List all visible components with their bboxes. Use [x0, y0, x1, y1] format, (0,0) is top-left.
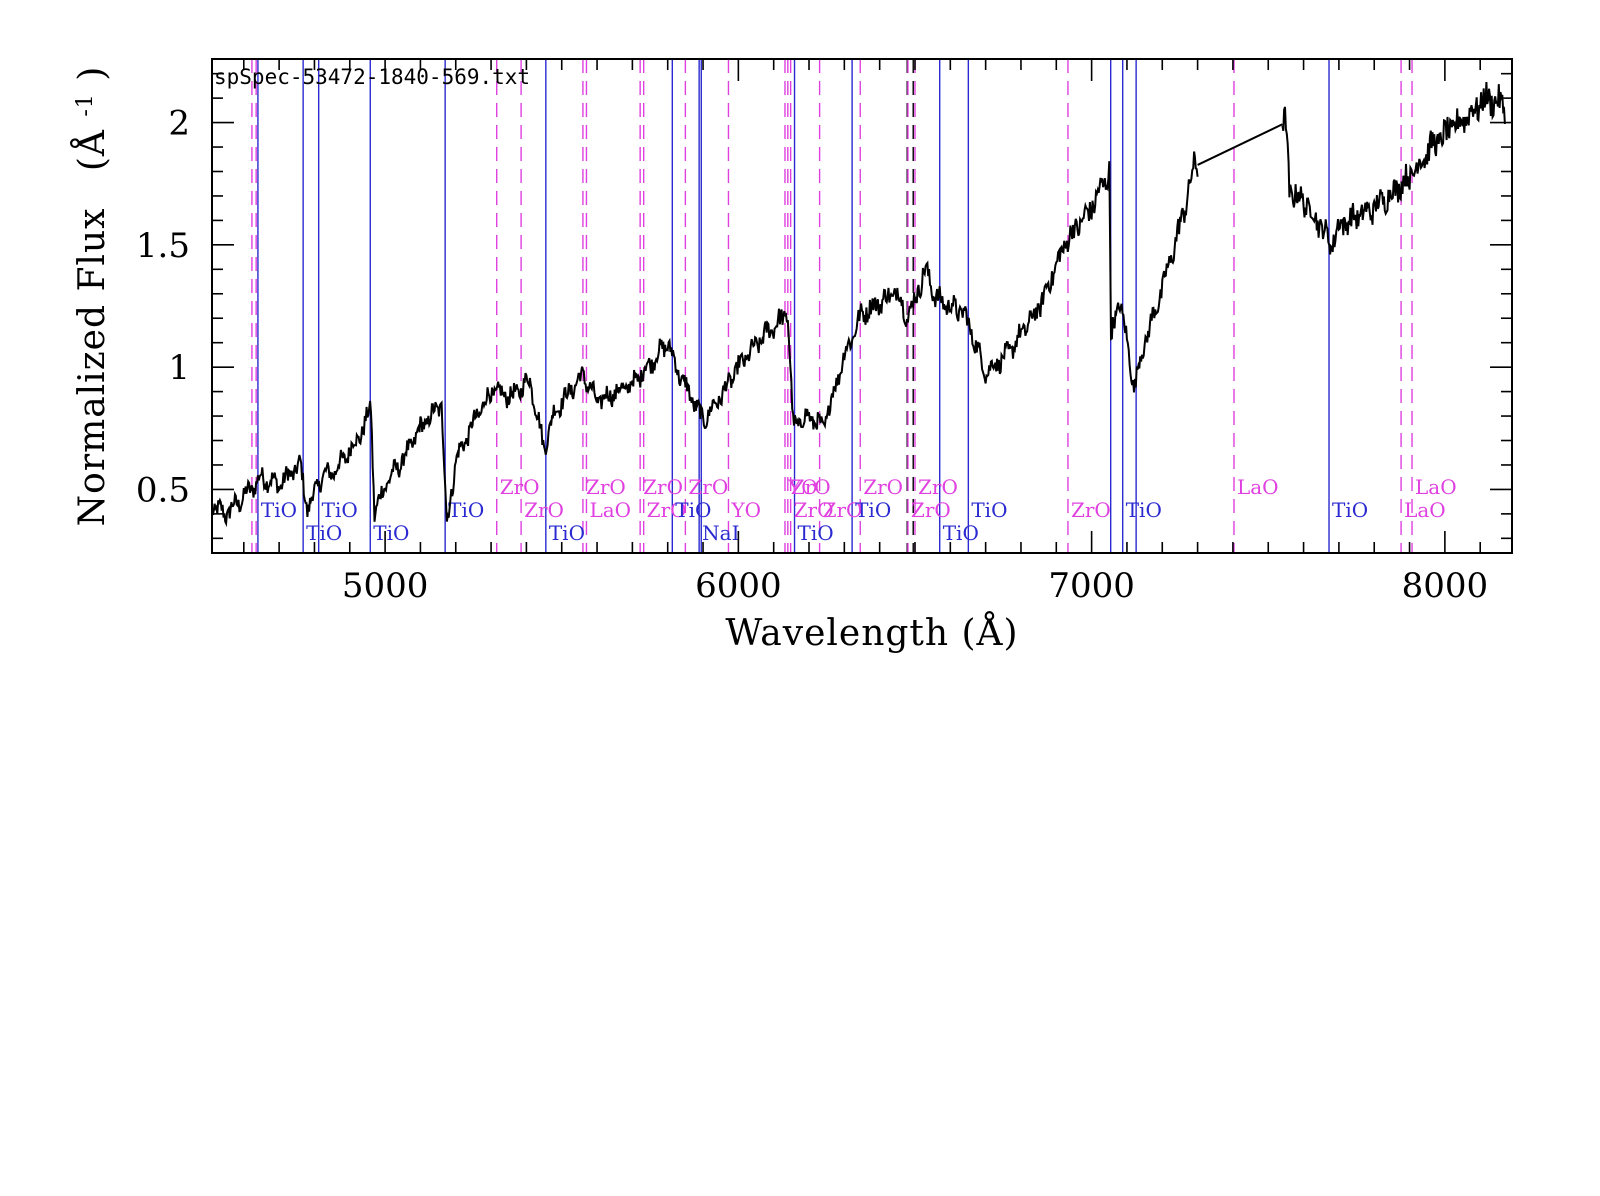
x-axis-title: Wavelength (Å)	[725, 612, 1018, 654]
marker-label-9: TiO	[549, 521, 585, 545]
marker-label-7: ZrO	[500, 475, 540, 499]
marker-label-39: LaO	[1415, 475, 1457, 499]
spectrum-line	[211, 82, 1506, 528]
marker-label-30: ZrO	[911, 498, 951, 522]
plot-frame	[211, 58, 1513, 554]
marker-label-10: ZrO	[586, 475, 626, 499]
marker-label-5: TiO	[373, 521, 409, 545]
marker-label-8: ZrO	[524, 498, 564, 522]
x-tick-label-6000: 6000	[695, 566, 782, 606]
y-axis-title-unit: (Å	[71, 129, 113, 171]
marker-label-19: YO	[787, 475, 818, 499]
marker-label-15: ZrO	[688, 475, 728, 499]
marker-label-20: ZrO	[791, 475, 831, 499]
marker-label-6: TiO	[448, 498, 484, 522]
marker-label-36: LaO	[1237, 475, 1279, 499]
marker-label-28: TiO	[943, 521, 979, 545]
x-tick-label-7000: 7000	[1048, 566, 1135, 606]
marker-label-29: ZrO	[918, 475, 958, 499]
y-axis-title-main: Normalized Flux	[72, 208, 113, 527]
marker-label-13: ZrO	[647, 498, 687, 522]
y-tick-label-2: 2	[168, 104, 190, 144]
y-tick-labels: 0.5 1 1.5 2	[136, 104, 190, 511]
marker-label-2: TiO	[261, 498, 297, 522]
y-axis-title-close: )	[72, 66, 113, 81]
line-marker-labels: TiOTiOTiOTiOTiOZrOZrOTiOZrOLaOZrOZrOTiOZ…	[261, 475, 1457, 545]
y-axis-title: Normalized Flux (Å -1 )	[60, 66, 113, 527]
spectrum-gap-line	[1197, 123, 1283, 166]
y-tick-label-0.5: 0.5	[136, 470, 190, 510]
marker-label-38: LaO	[1404, 498, 1446, 522]
y-tick-label-1.5: 1.5	[136, 226, 190, 266]
marker-label-18: YO	[730, 498, 761, 522]
y-axis-title-exponent: -1	[73, 93, 98, 116]
x-tick-label-5000: 5000	[342, 566, 429, 606]
marker-label-25: ZrO	[863, 475, 903, 499]
axis-ticks	[212, 59, 1512, 553]
marker-label-24: TiO	[855, 498, 891, 522]
marker-label-14: TiO	[675, 498, 711, 522]
marker-label-11: LaO	[589, 498, 631, 522]
x-tick-label-8000: 8000	[1402, 566, 1489, 606]
marker-label-37: TiO	[1332, 498, 1368, 522]
marker-label-3: TiO	[306, 521, 342, 545]
marker-label-12: ZrO	[643, 475, 683, 499]
marker-label-21: ZrO	[794, 498, 834, 522]
marker-label-22: TiO	[798, 521, 834, 545]
y-tick-label-1: 1	[168, 348, 190, 388]
marker-label-23: ZrO	[823, 498, 863, 522]
marker-label-16: NaI	[702, 521, 739, 545]
x-tick-labels: 5000 6000 7000 8000	[342, 566, 1488, 606]
marker-label-31: TiO	[971, 498, 1007, 522]
marker-label-4: TiO	[322, 498, 358, 522]
chart-title: spSpec-53472-1840-569.txt	[214, 65, 530, 89]
marker-label-32: ZrO	[1071, 498, 1111, 522]
marker-label-34: TiO	[1126, 498, 1162, 522]
